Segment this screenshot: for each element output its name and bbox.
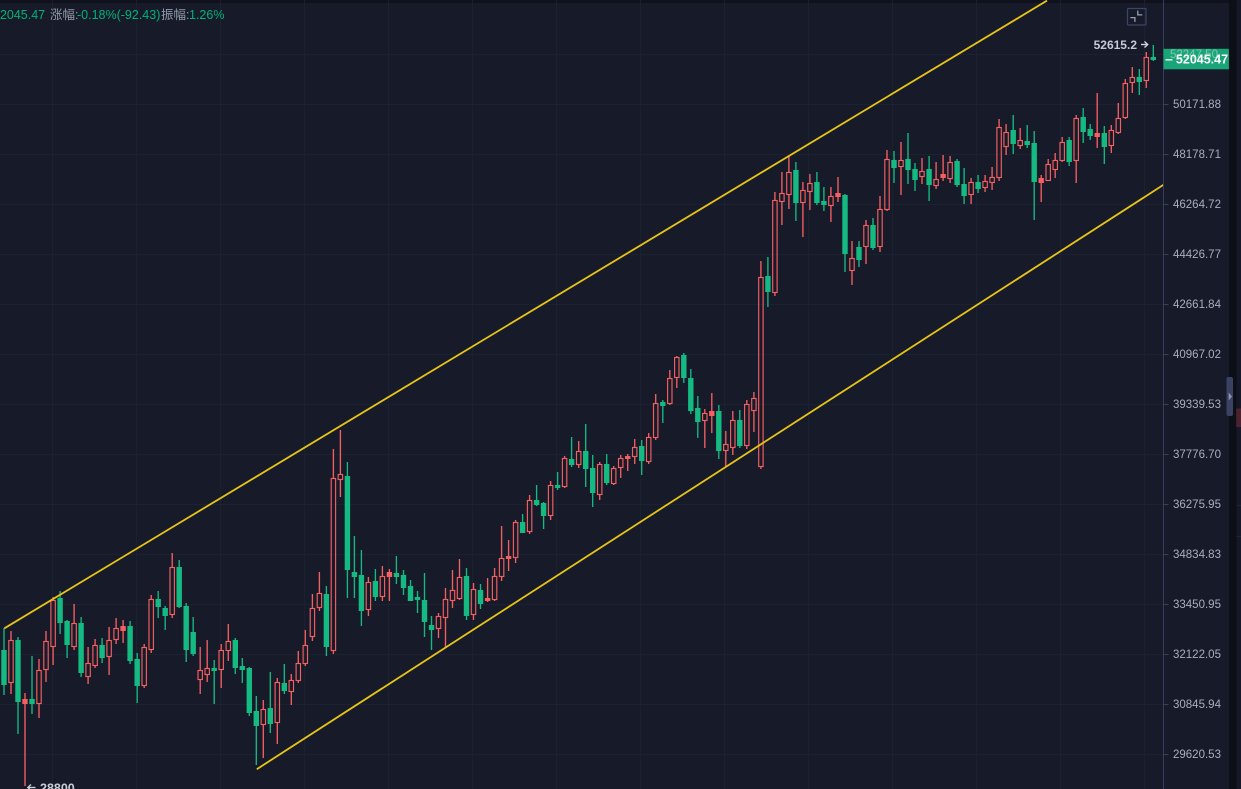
svg-text:48178.71: 48178.71 — [1173, 149, 1221, 161]
svg-text:28800: 28800 — [40, 782, 75, 789]
svg-text:29620.53: 29620.53 — [1173, 749, 1221, 761]
svg-text:37776.70: 37776.70 — [1173, 449, 1221, 461]
svg-text:50171.88: 50171.88 — [1173, 99, 1221, 111]
svg-text:39339.53: 39339.53 — [1173, 399, 1221, 411]
svg-text:42661.84: 42661.84 — [1173, 299, 1222, 311]
svg-text:52615.2: 52615.2 — [1094, 38, 1138, 52]
svg-text:34834.83: 34834.83 — [1173, 549, 1221, 561]
svg-text:32122.05: 32122.05 — [1173, 649, 1221, 661]
svg-text:-0.18%(-92.43): -0.18%(-92.43) — [77, 8, 160, 22]
svg-text:52045.47: 52045.47 — [0, 8, 45, 22]
svg-text:52247.50: 52247.50 — [1170, 49, 1218, 61]
svg-text:振幅:: 振幅: — [161, 7, 189, 22]
svg-text:‒ 52045.47: ‒ 52045.47 — [1165, 53, 1229, 67]
svg-text:30845.94: 30845.94 — [1173, 699, 1222, 711]
svg-text:33450.95: 33450.95 — [1173, 599, 1221, 611]
svg-text:36275.95: 36275.95 — [1173, 499, 1221, 511]
svg-text:44426.77: 44426.77 — [1173, 249, 1221, 261]
svg-text:涨幅:: 涨幅: — [50, 7, 78, 22]
svg-text:40967.02: 40967.02 — [1173, 349, 1221, 361]
svg-text:1.26%: 1.26% — [189, 8, 224, 22]
svg-text:46264.72: 46264.72 — [1173, 199, 1221, 211]
